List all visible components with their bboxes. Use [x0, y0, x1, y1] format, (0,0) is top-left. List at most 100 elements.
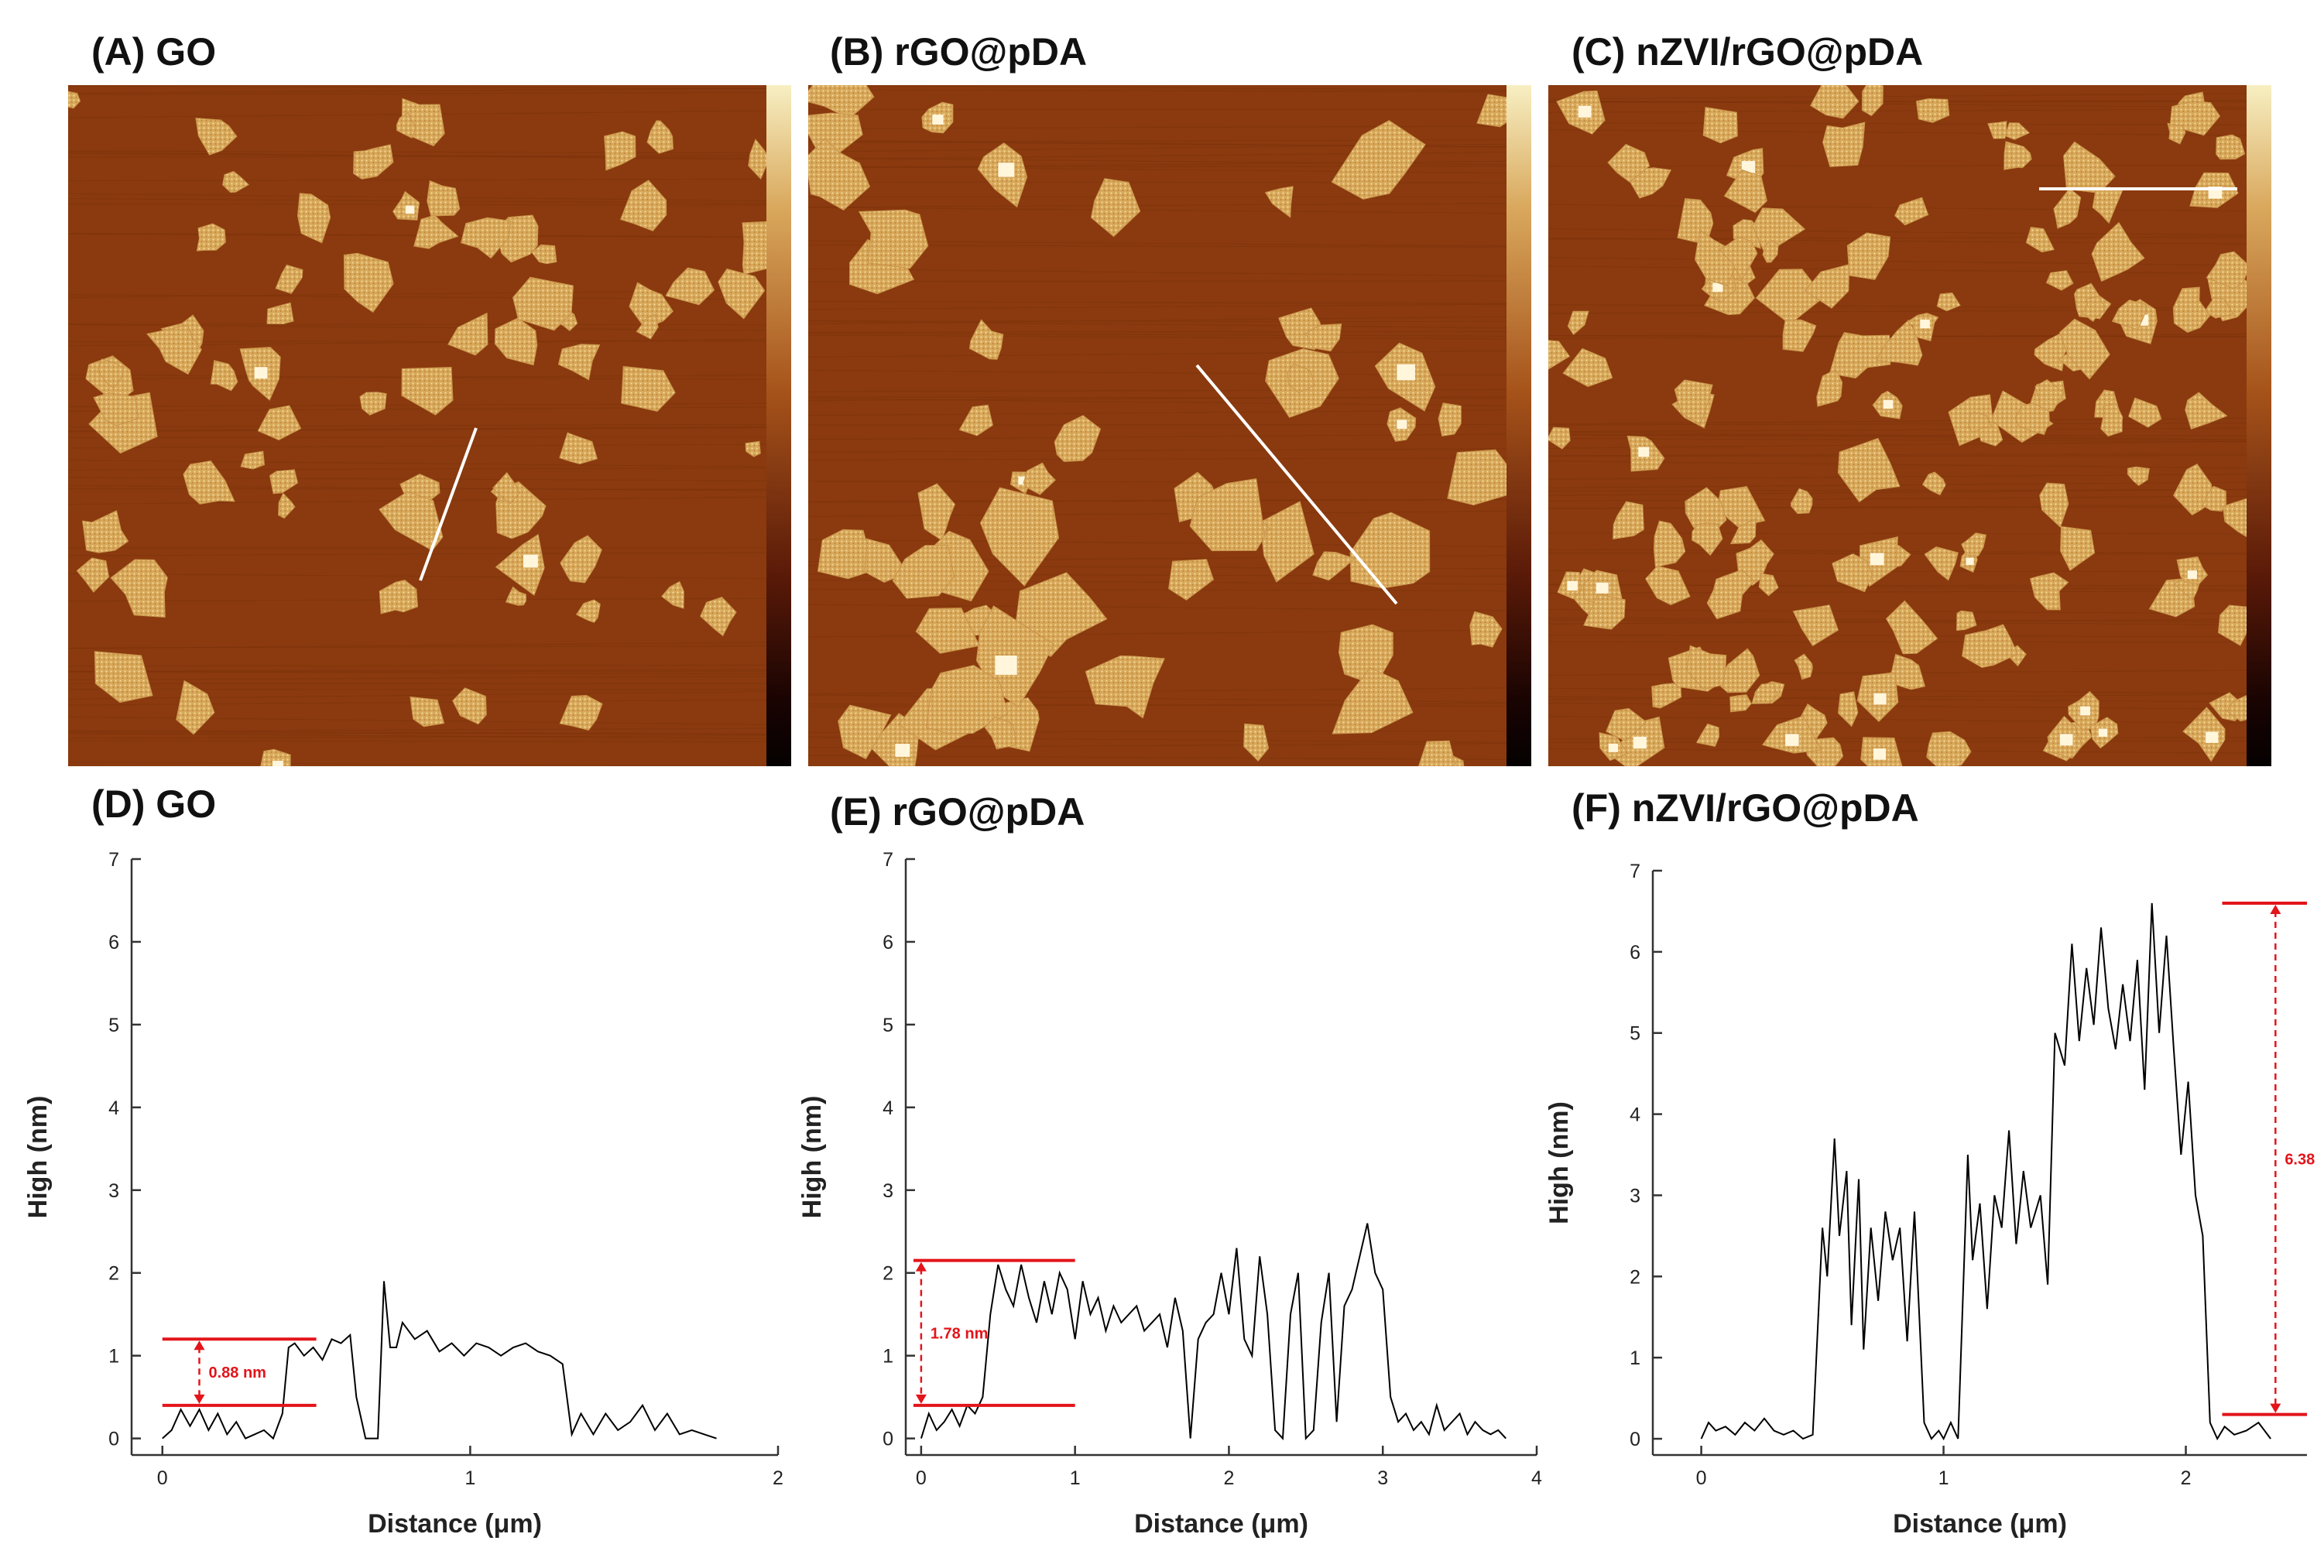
height-profile-chart-go: 0 1 2 3 4 5 6 7 0 1 2 Distance (μm) High (nm) 0.88 nm [23, 849, 783, 1539]
flake [1438, 402, 1462, 437]
scan-streak [808, 604, 1506, 611]
flake [2004, 141, 2032, 170]
flake [146, 324, 202, 375]
bright-spot [2059, 734, 2073, 746]
arrowhead-up [915, 1262, 927, 1272]
flake [353, 144, 394, 180]
flake [269, 469, 299, 495]
scan-streak [808, 331, 1506, 333]
scan-streak [68, 762, 766, 766]
flake [925, 665, 1009, 734]
flake [447, 312, 488, 356]
afm-image-nzvi-rgo-pda [1548, 85, 2247, 766]
y-tick-label: 7 [883, 849, 893, 871]
flake [2014, 402, 2050, 436]
bright-spot [1596, 582, 1609, 594]
flake [1331, 120, 1426, 200]
y-tick-label: 3 [108, 1180, 119, 1202]
flake [461, 217, 512, 259]
flake [1562, 347, 1613, 388]
bright-spot [1578, 105, 1592, 118]
scan-streak [808, 300, 1506, 304]
y-axis-label: High (nm) [1544, 1101, 1574, 1224]
arrowhead-up [2270, 904, 2281, 914]
flake [2222, 498, 2247, 538]
flake [401, 366, 454, 416]
scan-streak [68, 87, 766, 94]
flake [892, 545, 955, 599]
flake [210, 360, 238, 392]
bright-spot [2080, 706, 2091, 716]
flake [1885, 600, 1938, 655]
bright-spot [1608, 743, 1618, 752]
flake [1719, 236, 1758, 282]
flake [2206, 251, 2247, 289]
panel-title-d: (D) GO [91, 782, 217, 826]
scan-streak [808, 398, 1506, 406]
scan-streak [68, 437, 766, 438]
flake [1349, 512, 1431, 589]
flake [742, 221, 766, 276]
panel-title-e: (E) rGO@pDA [830, 790, 1085, 834]
scan-streak [68, 443, 766, 449]
bright-spot [1397, 419, 1407, 430]
scan-streak [68, 669, 766, 672]
scan-streak [1548, 108, 2247, 113]
flake [2039, 482, 2069, 528]
flake [196, 223, 226, 252]
x-tick-label: 1 [464, 1467, 475, 1489]
flake [1548, 426, 1571, 450]
y-axis-label: High (nm) [23, 1096, 53, 1219]
scan-streak [808, 448, 1506, 453]
flake [1837, 691, 1859, 728]
flake [2172, 286, 2211, 333]
flake [1967, 412, 1993, 433]
flake [2053, 187, 2082, 229]
scan-streak [808, 268, 1506, 277]
y-tick-label: 5 [883, 1015, 893, 1036]
bright-spot [405, 205, 415, 214]
bright-spot [272, 761, 283, 766]
scan-streak [808, 181, 1506, 183]
bright-spot [1785, 734, 1799, 746]
x-axis-label: Distance (μm) [1134, 1509, 1308, 1539]
bright-spot [1567, 580, 1578, 591]
bright-spot [2206, 731, 2219, 743]
flake [838, 704, 892, 760]
flake [1987, 121, 2007, 139]
scan-streak [68, 676, 766, 681]
scan-streak [1548, 427, 2247, 433]
scan-streak [1548, 423, 2247, 426]
x-tick-label: 4 [1531, 1467, 1542, 1489]
flake [359, 392, 387, 416]
afm-image-go [68, 85, 766, 766]
scan-streak [1548, 236, 2247, 240]
flake [748, 139, 766, 180]
flake [278, 492, 296, 519]
scan-streak [1548, 122, 2247, 125]
flake [1686, 645, 1727, 690]
profile-line-marker [419, 427, 478, 581]
bright-spot [1712, 282, 1723, 293]
scan-streak [68, 732, 766, 734]
flake [2202, 485, 2227, 512]
height-profile-series [1700, 902, 2271, 1441]
y-tick-label: 1 [1630, 1347, 1640, 1369]
y-tick-label: 2 [883, 1263, 893, 1285]
scan-streak [808, 316, 1506, 324]
bright-spot [1018, 476, 1028, 485]
flake [1729, 518, 1757, 545]
flake [1816, 368, 1843, 407]
flake [1762, 239, 1779, 263]
flake [2167, 122, 2186, 145]
flake [1782, 319, 1817, 352]
scan-streak [68, 552, 766, 556]
flake [661, 580, 684, 609]
x-tick-label: 1 [1070, 1467, 1081, 1489]
scan-streak [1548, 228, 2247, 236]
flake [636, 313, 659, 340]
y-tick-label: 0 [883, 1429, 893, 1450]
scan-streak [1548, 93, 2247, 100]
scan-streak [808, 207, 1506, 214]
bright-spot [2187, 570, 2197, 580]
